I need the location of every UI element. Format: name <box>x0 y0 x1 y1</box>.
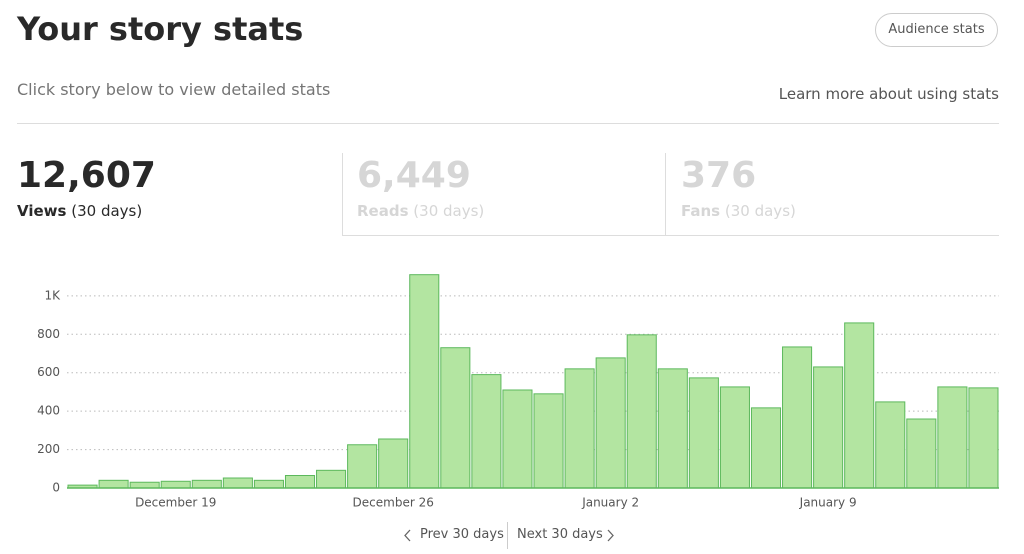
bar <box>750 407 782 489</box>
bar <box>937 386 968 489</box>
bar <box>378 438 409 489</box>
bar <box>98 479 129 489</box>
y-tick-label: 200 <box>37 442 60 456</box>
y-tick-label: 0 <box>52 481 60 495</box>
bar <box>657 368 688 489</box>
stat-label: Fans <box>681 202 721 220</box>
stat-label: Reads <box>357 202 409 220</box>
stat-value: 6,449 <box>357 155 471 196</box>
stat-label: Views <box>17 202 67 220</box>
bar <box>968 387 999 489</box>
bar <box>284 475 316 489</box>
stat-period: (30 days) <box>724 202 796 220</box>
stat-value: 12,607 <box>17 155 156 196</box>
bar <box>688 377 719 489</box>
bar <box>502 389 533 489</box>
x-tick-label: January 2 <box>581 496 639 510</box>
bar <box>409 274 440 489</box>
bar <box>191 479 222 489</box>
next-chevron[interactable] <box>607 529 614 542</box>
bar <box>533 393 564 489</box>
stat-period: (30 days) <box>413 202 485 220</box>
bar <box>626 334 657 489</box>
bar <box>844 322 875 489</box>
bar <box>719 386 750 489</box>
x-tick-label: December 19 <box>135 496 216 510</box>
bar <box>471 374 502 489</box>
learn-more-link[interactable]: Learn more about using stats <box>778 85 999 103</box>
y-tick-label: 1K <box>44 288 61 302</box>
prev-button[interactable]: Prev 30 days <box>420 527 504 542</box>
stat-value: 376 <box>681 155 757 196</box>
audience-stats-button[interactable]: Audience stats <box>875 13 998 47</box>
bar <box>906 418 937 489</box>
y-tick-label: 400 <box>37 404 60 418</box>
bar <box>347 444 378 489</box>
next-button[interactable]: Next 30 days <box>517 527 603 542</box>
y-tick-label: 800 <box>37 327 60 341</box>
bar <box>564 368 595 489</box>
stat-period: (30 days) <box>71 202 143 220</box>
bar <box>222 477 253 489</box>
reads-panel[interactable]: 6,449 Reads (30 days) <box>357 153 657 236</box>
bar <box>875 401 906 489</box>
x-tick-label: January 9 <box>799 496 857 510</box>
fans-panel[interactable]: 376 Fans (30 days) <box>681 153 981 236</box>
bar <box>782 346 813 489</box>
bar <box>129 481 160 489</box>
views-panel[interactable]: 12,607 Views (30 days) <box>17 153 342 236</box>
bar <box>160 480 191 489</box>
bar <box>813 366 844 489</box>
subtitle: Click story below to view detailed stats <box>17 80 331 99</box>
bar <box>440 347 471 489</box>
page-title: Your story stats <box>17 10 304 48</box>
bar <box>253 479 284 489</box>
bar <box>316 469 347 489</box>
bar <box>595 357 626 489</box>
y-tick-label: 600 <box>37 365 60 379</box>
prev-chevron[interactable] <box>404 529 411 542</box>
x-tick-label: December 26 <box>353 496 434 510</box>
